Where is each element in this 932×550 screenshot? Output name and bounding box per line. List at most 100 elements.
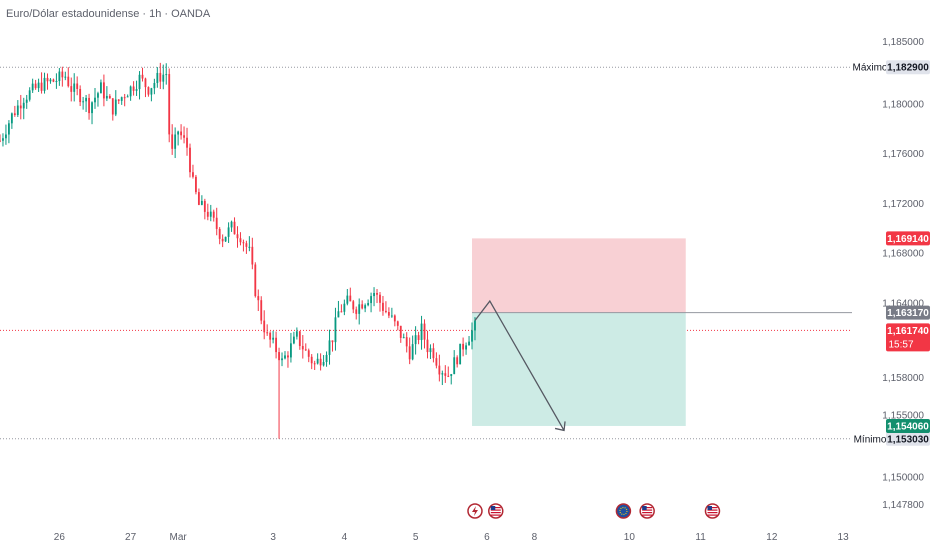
candle-body (174, 134, 177, 149)
candle (468, 336, 470, 346)
candle-body (269, 332, 272, 340)
x-tick-label: 11 (695, 532, 706, 543)
x-tick-label: Mar (170, 532, 188, 543)
candle-body (111, 98, 114, 115)
us-flag-icon-stripe (642, 507, 653, 509)
candle-body (79, 88, 82, 103)
candle-body (117, 99, 120, 101)
candle-body (322, 362, 325, 366)
eu-flag-icon[interactable] (615, 503, 632, 519)
candle-body (447, 375, 450, 377)
candle-body (165, 74, 168, 76)
candle-body (138, 74, 141, 90)
candle (195, 174, 197, 195)
candle (343, 299, 346, 316)
candle (88, 93, 90, 120)
candle-body (102, 82, 105, 99)
candle (278, 347, 280, 439)
candle (474, 317, 476, 341)
candle (465, 342, 467, 355)
stop-badge-bg (886, 231, 930, 246)
candle-body (120, 97, 123, 101)
take-profit-zone (472, 312, 686, 426)
us-flag-icon[interactable] (704, 503, 721, 519)
candle (399, 325, 402, 343)
candle (135, 80, 138, 96)
x-tick-label: 26 (54, 532, 66, 543)
candle-body (162, 74, 165, 82)
candle-body (257, 296, 260, 301)
candle (156, 67, 159, 88)
candle (174, 127, 177, 159)
candle (245, 240, 248, 254)
candle-body (298, 331, 301, 346)
candle (444, 365, 447, 383)
candle (301, 335, 304, 359)
candle (438, 354, 441, 382)
candle-body (396, 321, 399, 326)
candle (239, 232, 242, 246)
min-value-badge-bg (886, 431, 930, 446)
candle-body (73, 83, 76, 92)
candle-body (361, 304, 364, 309)
candle (257, 289, 260, 312)
candle-body (290, 343, 292, 358)
candle (423, 319, 426, 349)
candle-body (85, 97, 88, 102)
candle (370, 292, 373, 313)
candle (82, 96, 85, 110)
candle (361, 300, 364, 310)
candle (367, 299, 370, 307)
x-tick-label: 12 (766, 532, 778, 543)
lightning-icon-bolt (471, 506, 478, 516)
candle (150, 87, 153, 102)
candle (141, 67, 144, 82)
candle (94, 87, 96, 109)
us-flag-icon-stripe (707, 512, 718, 514)
x-tick-label: 4 (342, 532, 348, 543)
candle (385, 301, 387, 314)
candle (200, 195, 203, 206)
candle (441, 370, 444, 386)
us-flag-icon[interactable] (639, 503, 655, 519)
candle (328, 329, 331, 365)
candle-body (275, 337, 278, 353)
candle (396, 320, 399, 331)
candle-body (16, 105, 19, 115)
us-flag-icon-canton (707, 506, 712, 510)
min-value-badge: 1,153030 (886, 431, 930, 446)
candle (251, 237, 254, 270)
candle-body (141, 74, 144, 79)
y-tick-label: 1,147800 (882, 500, 924, 511)
eu-flag-icon-disc (615, 503, 632, 519)
candle-body (387, 312, 390, 316)
candle-body (31, 83, 34, 91)
candle-body (245, 243, 248, 247)
candle (340, 304, 343, 313)
stop-badge: 1,169140 (886, 231, 930, 246)
candle-body (382, 302, 384, 311)
us-flag-icon-canton (490, 506, 496, 510)
max-label-bg (852, 60, 888, 75)
max-value-badge: 1,182900 (886, 60, 930, 75)
candle (19, 94, 22, 120)
candle (168, 68, 171, 143)
candle (85, 94, 88, 112)
candle (180, 124, 183, 140)
us-flag-icon-stripe (707, 509, 718, 511)
candle-body (281, 358, 283, 361)
candle (281, 352, 283, 367)
lightning-icon[interactable] (467, 503, 483, 519)
candle (114, 90, 117, 117)
us-flag-icon-stripe (707, 514, 718, 516)
candle (376, 289, 378, 304)
candle-body (180, 131, 183, 136)
candle (471, 322, 473, 350)
candle-body (76, 83, 79, 89)
candle-body (7, 123, 10, 135)
us-flag-icon[interactable] (488, 503, 504, 519)
candle (61, 66, 64, 87)
candle (64, 71, 67, 81)
candle-body (242, 242, 245, 244)
